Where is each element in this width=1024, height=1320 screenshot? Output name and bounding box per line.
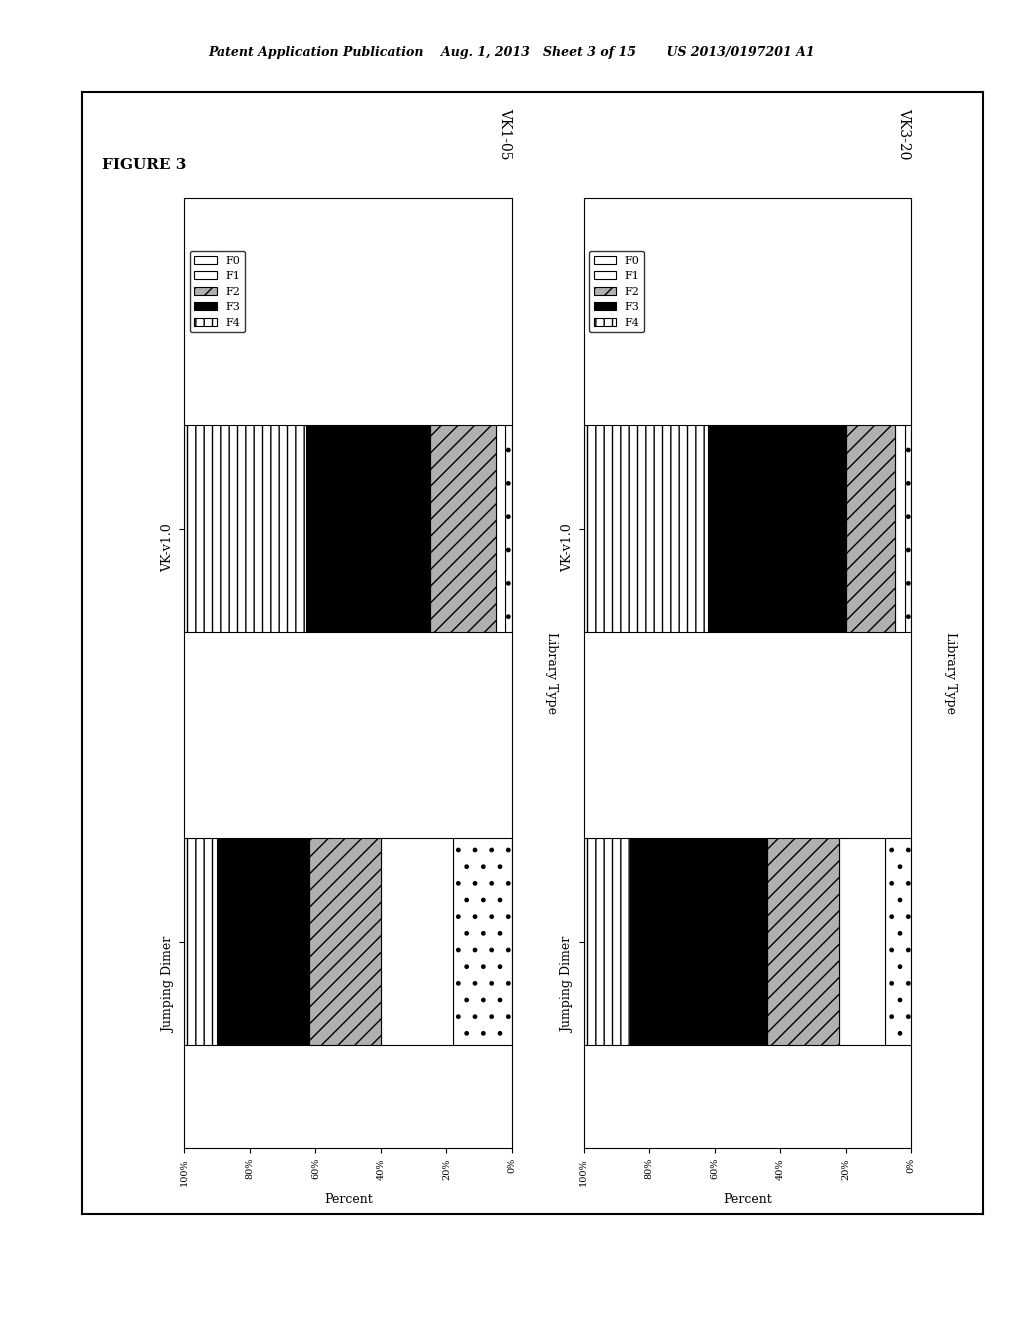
Bar [709, 425, 846, 632]
Bar [846, 425, 895, 632]
Bar [506, 425, 512, 632]
X-axis label: Percent: Percent [324, 1193, 373, 1205]
Bar [217, 838, 309, 1045]
Text: Library Type: Library Type [545, 632, 558, 714]
Bar [305, 425, 430, 632]
Text: Patent Application Publication    Aug. 1, 2013   Sheet 3 of 15       US 2013/019: Patent Application Publication Aug. 1, 2… [209, 46, 815, 59]
Bar [840, 838, 885, 1045]
Bar [309, 838, 381, 1045]
Legend: F0, F1, F2, F3, F4: F0, F1, F2, F3, F4 [189, 251, 245, 333]
Text: VK1-05: VK1-05 [498, 108, 512, 160]
Bar [453, 838, 512, 1045]
Text: VK3-20: VK3-20 [897, 108, 911, 160]
Text: Library Type: Library Type [944, 632, 957, 714]
Bar [184, 425, 305, 632]
Bar [584, 838, 630, 1045]
Legend: F0, F1, F2, F3, F4: F0, F1, F2, F3, F4 [589, 251, 644, 333]
Bar [381, 838, 453, 1045]
Bar [630, 838, 767, 1045]
Bar [430, 425, 496, 632]
Bar [496, 425, 506, 632]
Bar [584, 425, 709, 632]
Bar [767, 838, 840, 1045]
Bar [885, 838, 911, 1045]
Bar [895, 425, 905, 632]
Text: FIGURE 3: FIGURE 3 [102, 158, 186, 173]
X-axis label: Percent: Percent [723, 1193, 772, 1205]
Bar [184, 838, 217, 1045]
Bar [905, 425, 911, 632]
